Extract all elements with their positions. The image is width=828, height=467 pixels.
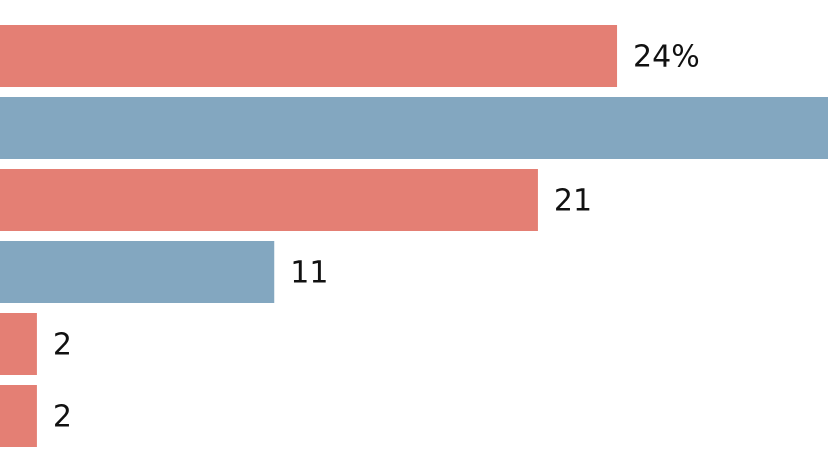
bar: [0, 241, 275, 303]
value-label: 2: [53, 328, 72, 363]
value-label: 11: [290, 256, 328, 291]
bar: [0, 385, 37, 447]
value-label: 24%: [633, 40, 700, 75]
bar: [0, 25, 618, 87]
bar: [0, 169, 538, 231]
bar: [0, 313, 37, 375]
bar: [0, 97, 828, 159]
value-label: 21: [554, 184, 592, 219]
value-label: 2: [53, 400, 72, 435]
